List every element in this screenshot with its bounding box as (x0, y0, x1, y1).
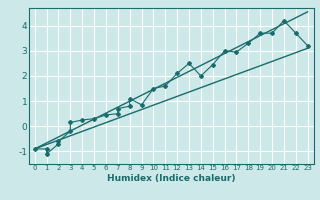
X-axis label: Humidex (Indice chaleur): Humidex (Indice chaleur) (107, 174, 236, 183)
